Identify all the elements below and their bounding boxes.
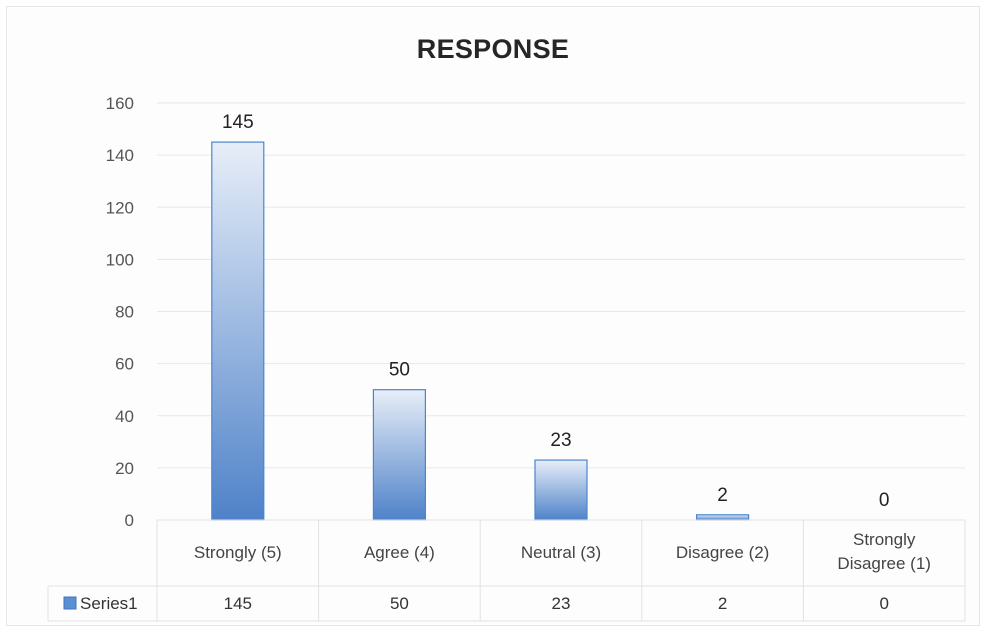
y-tick-label: 20 [115,459,134,478]
bar [372,389,426,521]
table-value-cell: 2 [718,594,727,613]
data-label: 2 [717,485,728,506]
data-label: 0 [879,490,890,511]
data-labels: 145 50 23 2 0 [222,112,890,511]
chart-frame [6,6,980,626]
bar [695,514,750,521]
table-value-cell: 23 [552,594,571,613]
y-tick-label: 140 [106,146,134,165]
category-label: Disagree (2) [676,543,770,562]
y-tick-label: 80 [115,303,134,322]
y-axis: 0 20 40 60 80 100 120 140 160 [106,94,134,530]
chart-title: RESPONSE [416,34,570,64]
bars [211,141,750,521]
table-value-cell: 0 [879,594,888,613]
y-tick-label: 0 [125,511,134,530]
y-tick-label: 100 [106,250,134,269]
y-tick-label: 160 [106,94,134,113]
data-table: Strongly (5) 145 Agree (4) 50 Neutral (3) 23 D… [47,519,966,622]
data-label: 23 [550,430,571,451]
category-label: Neutral (3) [521,543,601,562]
y-tick-label: 120 [106,198,134,217]
category-label: Agree (4) [364,543,435,562]
data-label: 50 [389,360,410,381]
legend-label: Series1 [80,594,138,613]
gridlines [157,102,965,521]
bar [211,141,265,521]
y-tick-label: 60 [115,355,134,374]
y-tick-label: 40 [115,407,134,426]
data-label: 145 [222,112,254,133]
bar [534,459,588,521]
table-value-cell: 50 [390,594,409,613]
table-value-cell: 145 [224,594,252,613]
category-label: Strongly (5) [194,543,282,562]
category-label: Strongly Disagree (1) [837,530,931,573]
legend-key [63,596,77,610]
